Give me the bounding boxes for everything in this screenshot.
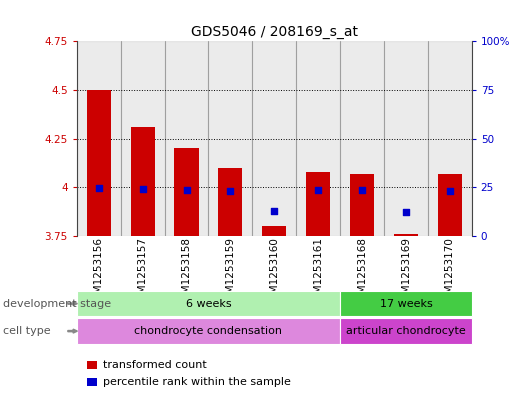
Point: [94, 185, 103, 191]
Bar: [394, 234, 418, 236]
Point: [270, 208, 279, 214]
Text: cell type: cell type: [3, 326, 50, 336]
Bar: [121, 41, 165, 236]
Bar: [130, 127, 155, 236]
Bar: [296, 41, 340, 236]
Text: chondrocyte condensation: chondrocyte condensation: [135, 326, 282, 336]
Bar: [218, 168, 242, 236]
Point: [446, 187, 454, 194]
Bar: [87, 90, 111, 236]
Point: [314, 186, 322, 193]
Bar: [340, 41, 384, 236]
Point: [358, 187, 366, 193]
Point: [226, 187, 235, 194]
Bar: [350, 174, 374, 236]
Bar: [306, 172, 330, 236]
Point: [138, 186, 147, 192]
Point: [182, 187, 191, 193]
Bar: [384, 41, 428, 236]
Bar: [208, 41, 252, 236]
Text: percentile rank within the sample: percentile rank within the sample: [103, 377, 291, 387]
Bar: [428, 41, 472, 236]
Text: 17 weeks: 17 weeks: [379, 299, 432, 309]
Text: development stage: development stage: [3, 299, 111, 309]
Text: articular chondrocyte: articular chondrocyte: [346, 326, 466, 336]
Title: GDS5046 / 208169_s_at: GDS5046 / 208169_s_at: [191, 25, 358, 39]
Bar: [77, 41, 121, 236]
Bar: [438, 174, 462, 236]
Bar: [262, 226, 286, 236]
Text: 6 weeks: 6 weeks: [186, 299, 231, 309]
Bar: [174, 148, 199, 236]
Text: transformed count: transformed count: [103, 360, 207, 370]
Point: [402, 209, 410, 216]
Bar: [165, 41, 208, 236]
Bar: [252, 41, 296, 236]
